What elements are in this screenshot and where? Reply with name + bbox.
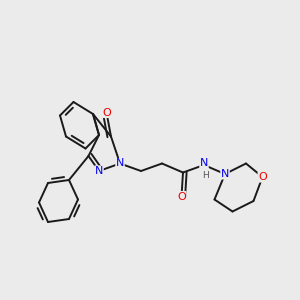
Text: N: N <box>116 158 124 169</box>
Text: O: O <box>102 107 111 118</box>
Text: N: N <box>200 158 208 169</box>
Text: O: O <box>177 191 186 202</box>
Text: H: H <box>202 171 209 180</box>
Text: N: N <box>221 169 229 179</box>
Text: O: O <box>258 172 267 182</box>
Text: N: N <box>95 166 103 176</box>
